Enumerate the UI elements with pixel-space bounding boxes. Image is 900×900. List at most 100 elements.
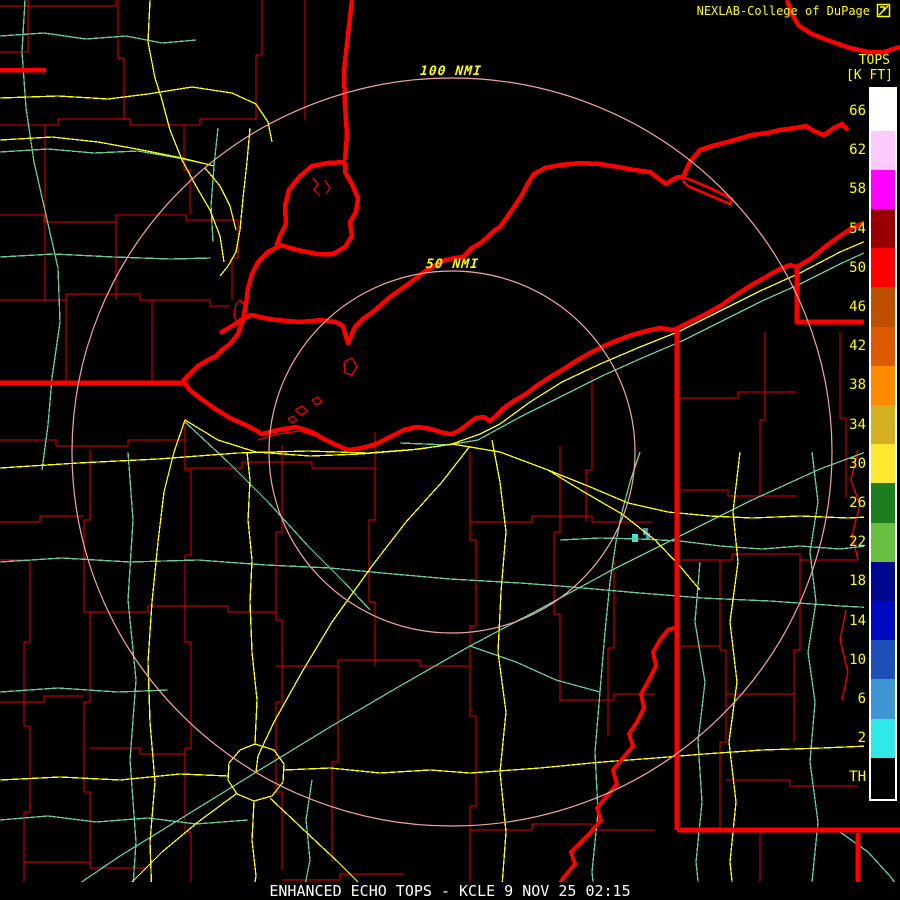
county-lines — [231, 220, 239, 300]
scale-segment — [871, 209, 895, 249]
county-lines — [90, 605, 276, 613]
county-lines — [0, 293, 230, 307]
scale-segment — [871, 405, 895, 445]
teal-roads — [210, 127, 219, 243]
county-lines — [677, 489, 797, 497]
county-lines — [312, 177, 321, 197]
long-point-spit — [682, 175, 734, 206]
yellow-roads — [219, 127, 251, 277]
county-lines — [0, 214, 238, 223]
county-lines — [0, 118, 256, 126]
county-lines — [282, 873, 404, 881]
scale-segment — [871, 718, 895, 758]
county-lines — [368, 432, 376, 666]
scale-segment — [871, 444, 895, 484]
county-lines — [255, 0, 263, 120]
scale-tick-label: 38 — [849, 377, 866, 394]
product-title: ENHANCED ECHO TOPS - KCLE 9 NOV 25 02:15 — [269, 882, 631, 900]
county-lines — [0, 439, 185, 447]
scale-tick-label: 34 — [849, 416, 866, 433]
state-lines — [794, 267, 868, 325]
scale-segment — [871, 248, 895, 288]
county-lines — [677, 553, 858, 561]
yellow-roads — [728, 451, 741, 900]
county-lines — [83, 450, 91, 864]
teal-roads — [0, 253, 212, 260]
cod-logo-icon — [876, 3, 891, 18]
county-lines — [839, 332, 847, 498]
ohio-river — [555, 625, 678, 900]
scale-tick-label: 46 — [849, 299, 866, 315]
scale-segment — [871, 601, 895, 641]
yellow-roads — [491, 439, 507, 900]
scale-tick-label: 66 — [849, 103, 866, 119]
teal-roads — [301, 779, 313, 900]
shorelines — [181, 219, 867, 453]
county-lines — [275, 445, 283, 870]
scale-segment — [871, 483, 895, 523]
yellow-roads — [547, 469, 701, 591]
county-lines — [553, 446, 561, 702]
scale-tick-label: 42 — [849, 338, 866, 355]
scale-tick-label: 50 — [849, 259, 866, 276]
scale-segment — [871, 130, 895, 170]
county-lines — [726, 779, 858, 787]
range-ring — [71, 77, 833, 827]
scale-tick-label: 26 — [849, 495, 866, 511]
scale-segment — [871, 522, 895, 562]
scale-tick-label: 58 — [849, 181, 866, 198]
yellow-roads — [0, 443, 453, 469]
county-lines — [311, 396, 323, 406]
yellow-roads — [184, 419, 441, 457]
radar-echo — [632, 534, 638, 542]
yellow-roads — [147, 0, 225, 263]
scale-segment — [871, 640, 895, 680]
scale-segment — [871, 287, 895, 327]
scale-tick-label: 54 — [849, 220, 866, 237]
teal-roads — [807, 451, 819, 900]
county-lines — [257, 430, 317, 441]
teal-roads — [0, 815, 249, 825]
scale-tick-label: 62 — [849, 142, 866, 159]
scale-tick-label: 10 — [849, 651, 866, 668]
county-lines — [276, 659, 470, 667]
radar-echo — [643, 528, 648, 535]
teal-roads — [54, 439, 900, 900]
scale-tick-label: 14 — [849, 612, 866, 629]
shorelines — [218, 121, 850, 346]
county-lines — [117, 0, 125, 120]
county-lines — [759, 332, 766, 496]
county-lines — [839, 609, 849, 701]
teal-roads — [184, 421, 371, 611]
county-lines — [607, 560, 615, 736]
county-lines — [850, 449, 861, 561]
range-ring — [268, 270, 636, 634]
yellow-roads — [283, 745, 869, 774]
county-lines — [0, 0, 29, 53]
county-lines — [470, 823, 655, 831]
teal-roads — [469, 645, 601, 693]
range-ring-label: 100 NMI — [419, 64, 483, 79]
scale-segment — [871, 561, 895, 601]
yellow-roads — [246, 451, 258, 745]
teal-roads — [399, 251, 867, 446]
county-lines — [23, 560, 31, 900]
county-lines — [324, 179, 331, 195]
shorelines — [784, 0, 900, 55]
scale-segment — [871, 169, 895, 209]
county-lines — [287, 415, 298, 424]
county-lines — [184, 418, 192, 900]
scale-tick-label: 18 — [849, 573, 866, 590]
scale-title: TOPS — [858, 53, 890, 68]
yellow-roads — [0, 136, 215, 167]
teal-roads — [694, 561, 706, 900]
teal-roads — [0, 32, 197, 44]
credit-text: NEXLAB-College of DuPage — [696, 4, 870, 18]
teal-roads — [591, 451, 641, 900]
shorelines — [274, 159, 361, 257]
county-lines — [90, 747, 185, 755]
county-lines — [0, 0, 117, 7]
teal-roads — [0, 687, 169, 693]
